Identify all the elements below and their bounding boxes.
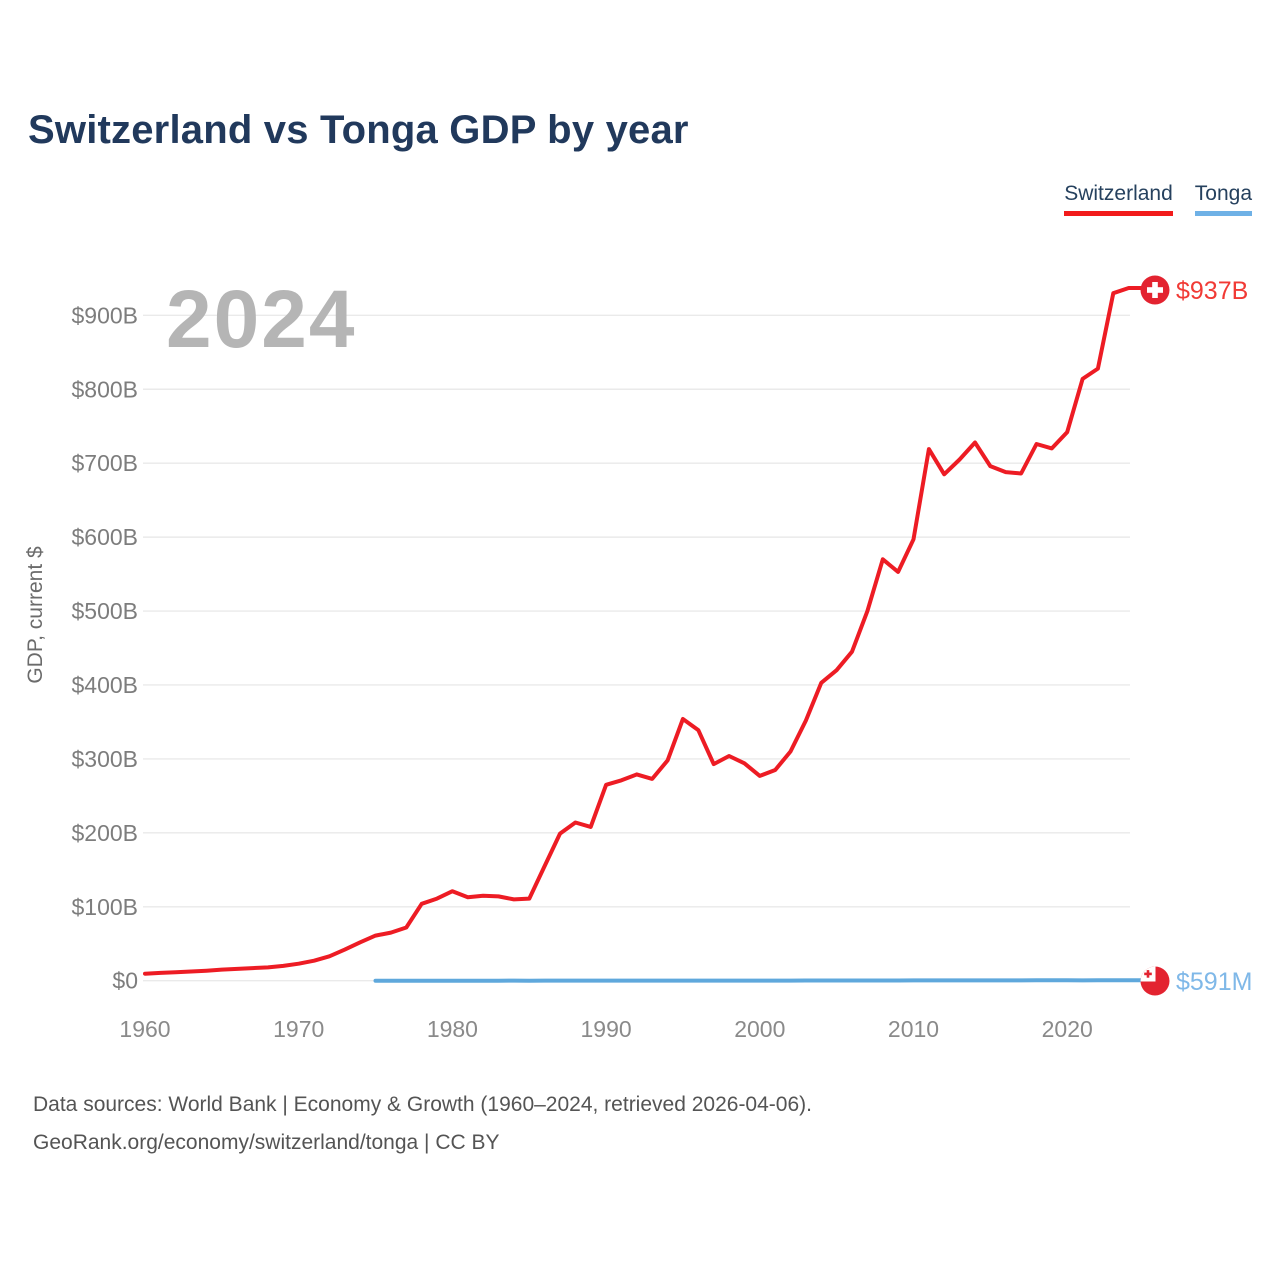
y-tick-label: $400B <box>71 672 138 698</box>
y-axis-tick-labels: $0 $100B $200B $300B $400B $500B $600B $700B $80… <box>71 302 138 993</box>
x-tick-label: 1990 <box>581 1016 632 1042</box>
gridlines <box>143 314 1130 982</box>
watermark-year: 2024 <box>166 274 356 365</box>
y-tick-label: $100B <box>71 894 138 920</box>
y-tick-label: $700B <box>71 450 138 476</box>
x-tick-label: 2010 <box>888 1016 939 1042</box>
x-tick-label: 1960 <box>119 1016 170 1042</box>
y-axis-title: GDP, current $ <box>24 546 47 684</box>
tonga-value-label: $591M <box>1176 968 1252 996</box>
swiss-cross-icon <box>1152 282 1158 298</box>
footer-sources-line: Data sources: World Bank | Economy & Gro… <box>33 1093 812 1116</box>
switzerland-value-label: $937B <box>1176 277 1248 305</box>
footer-attribution-line: GeoRank.org/economy/switzerland/tonga | … <box>33 1131 500 1154</box>
y-tick-label: $200B <box>71 820 138 846</box>
y-tick-label: $800B <box>71 376 138 402</box>
legend: Switzerland Tonga <box>1064 182 1252 216</box>
x-tick-label: 1970 <box>273 1016 324 1042</box>
legend-item-tonga[interactable]: Tonga <box>1194 182 1252 216</box>
switzerland-line[interactable] <box>143 286 1143 976</box>
chart-title: Switzerland vs Tonga GDP by year <box>28 108 689 152</box>
y-tick-label: $600B <box>71 524 138 550</box>
y-tick-label: $900B <box>71 302 138 328</box>
tonga-cross-icon <box>1146 970 1150 978</box>
footer: Data sources: World Bank | Economy & Gro… <box>33 1086 812 1162</box>
data-series <box>143 286 1143 983</box>
y-tick-label: $300B <box>71 746 138 772</box>
switzerland-flag-marker <box>1140 275 1170 305</box>
y-tick-label: $0 <box>112 968 138 994</box>
x-axis-tick-labels: 1960 1970 1980 1990 2000 2010 2020 <box>119 1016 1092 1042</box>
tonga-flag-marker <box>1140 966 1170 996</box>
x-tick-label: 2020 <box>1042 1016 1093 1042</box>
y-tick-label: $500B <box>71 598 138 624</box>
x-tick-label: 2000 <box>734 1016 785 1042</box>
x-tick-label: 1980 <box>427 1016 478 1042</box>
legend-item-switzerland[interactable]: Switzerland <box>1064 182 1173 216</box>
